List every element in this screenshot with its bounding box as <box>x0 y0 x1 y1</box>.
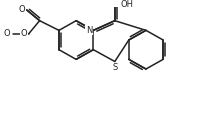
Text: O: O <box>21 29 27 38</box>
Text: OH: OH <box>120 0 133 9</box>
Text: S: S <box>112 63 118 72</box>
Text: N: N <box>86 26 92 35</box>
Text: O: O <box>18 5 25 14</box>
Text: O: O <box>4 29 11 38</box>
